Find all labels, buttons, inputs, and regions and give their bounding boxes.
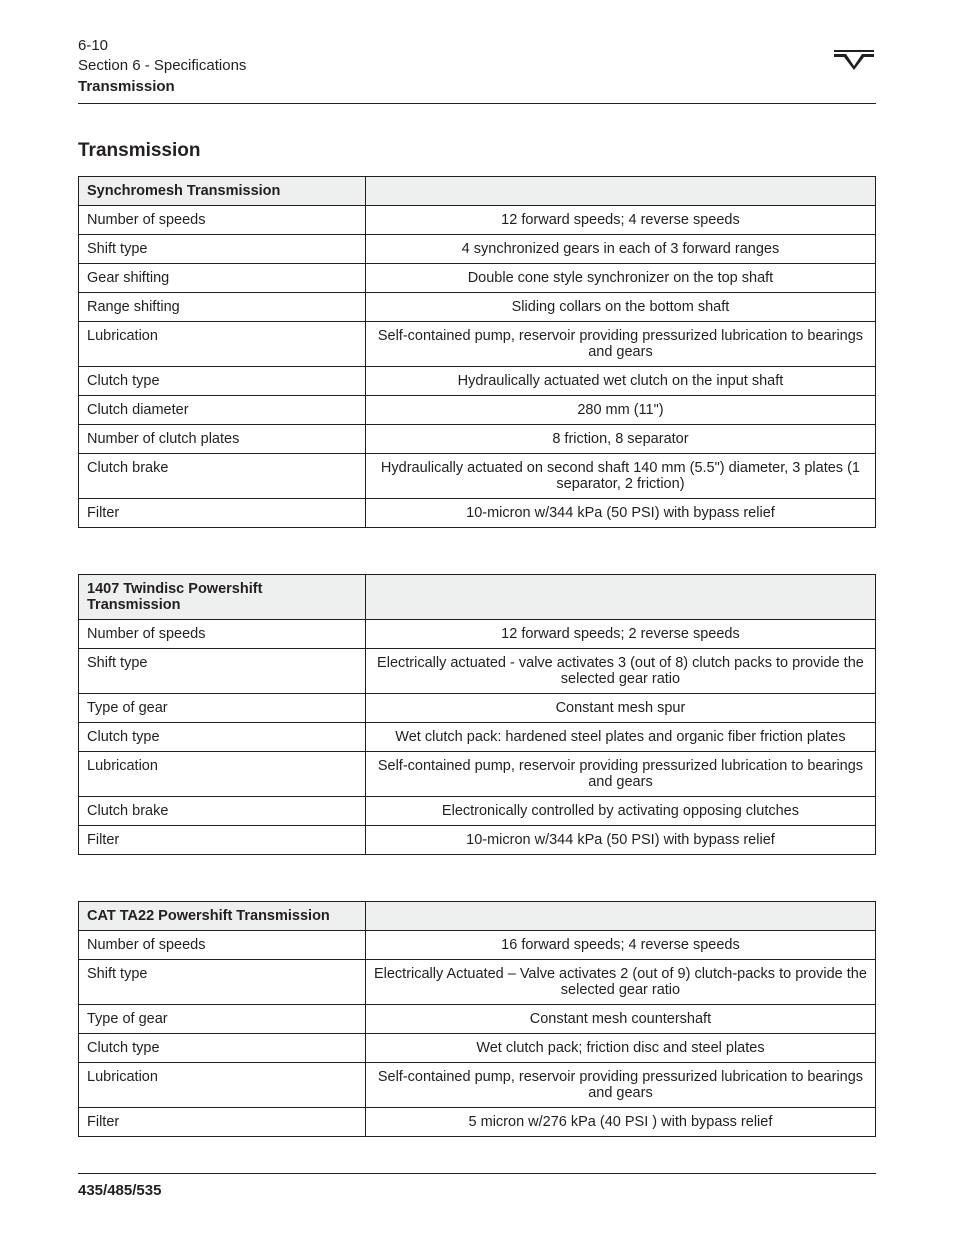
table-row: Type of gearConstant mesh countershaft: [79, 1004, 876, 1033]
table-title-blank: [365, 176, 875, 205]
table-row: LubricationSelf-contained pump, reservoi…: [79, 751, 876, 796]
spec-label: Range shifting: [79, 292, 366, 321]
spec-label: Lubrication: [79, 1062, 366, 1107]
table-row: Clutch brakeElectronically controlled by…: [79, 796, 876, 825]
table-row: LubricationSelf-contained pump, reservoi…: [79, 1062, 876, 1107]
spec-value: Wet clutch pack: hardened steel plates a…: [365, 722, 875, 751]
table-row: Clutch brakeHydraulically actuated on se…: [79, 453, 876, 498]
spec-value: 12 forward speeds; 4 reverse speeds: [365, 205, 875, 234]
table-row: LubricationSelf-contained pump, reservoi…: [79, 321, 876, 366]
section-title: Transmission: [78, 140, 876, 162]
table-row: Shift type4 synchronized gears in each o…: [79, 234, 876, 263]
spec-value: 10-micron w/344 kPa (50 PSI) with bypass…: [365, 825, 875, 854]
spec-label: Number of speeds: [79, 930, 366, 959]
header-page-number: 6-10: [78, 36, 246, 56]
spec-value: Sliding collars on the bottom shaft: [365, 292, 875, 321]
spec-table: CAT TA22 Powershift TransmissionNumber o…: [78, 901, 876, 1137]
table-row: Number of speeds12 forward speeds; 2 rev…: [79, 619, 876, 648]
spec-label: Filter: [79, 825, 366, 854]
page-header: 6-10 Section 6 - Specifications Transmis…: [78, 36, 876, 104]
spec-value: Self-contained pump, reservoir providing…: [365, 321, 875, 366]
spec-label: Shift type: [79, 234, 366, 263]
spec-label: Number of clutch plates: [79, 424, 366, 453]
spec-value: Self-contained pump, reservoir providing…: [365, 751, 875, 796]
header-topic: Transmission: [78, 77, 246, 97]
table-row: Shift typeElectrically actuated - valve …: [79, 648, 876, 693]
table-title-blank: [365, 901, 875, 930]
spec-label: Clutch brake: [79, 453, 366, 498]
spec-value: 4 synchronized gears in each of 3 forwar…: [365, 234, 875, 263]
spec-label: Clutch type: [79, 366, 366, 395]
spec-value: Double cone style synchronizer on the to…: [365, 263, 875, 292]
table-row: Number of speeds12 forward speeds; 4 rev…: [79, 205, 876, 234]
spec-label: Gear shifting: [79, 263, 366, 292]
spec-label: Lubrication: [79, 751, 366, 796]
spec-value: Hydraulically actuated wet clutch on the…: [365, 366, 875, 395]
brand-logo-icon: [832, 48, 876, 72]
spec-value: Wet clutch pack; friction disc and steel…: [365, 1033, 875, 1062]
table-title-cell: 1407 Twindisc Powershift Transmission: [79, 574, 366, 619]
spec-label: Filter: [79, 498, 366, 527]
table-row: Clutch typeWet clutch pack: hardened ste…: [79, 722, 876, 751]
table-row: Filter10-micron w/344 kPa (50 PSI) with …: [79, 498, 876, 527]
table-row: Range shiftingSliding collars on the bot…: [79, 292, 876, 321]
spec-label: Number of speeds: [79, 619, 366, 648]
table-row: Filter5 micron w/276 kPa (40 PSI ) with …: [79, 1107, 876, 1136]
table-title-blank: [365, 574, 875, 619]
spec-label: Clutch diameter: [79, 395, 366, 424]
spec-value: Constant mesh spur: [365, 693, 875, 722]
table-row: Filter10-micron w/344 kPa (50 PSI) with …: [79, 825, 876, 854]
footer-models: 435/485/535: [78, 1182, 161, 1199]
spec-label: Clutch type: [79, 1033, 366, 1062]
spec-label: Clutch brake: [79, 796, 366, 825]
table-row: Shift typeElectrically Actuated – Valve …: [79, 959, 876, 1004]
table-row: Number of speeds16 forward speeds; 4 rev…: [79, 930, 876, 959]
spec-label: Shift type: [79, 648, 366, 693]
spec-value: 16 forward speeds; 4 reverse speeds: [365, 930, 875, 959]
spec-label: Number of speeds: [79, 205, 366, 234]
spec-value: Electrically Actuated – Valve activates …: [365, 959, 875, 1004]
spec-value: Constant mesh countershaft: [365, 1004, 875, 1033]
spec-value: 10-micron w/344 kPa (50 PSI) with bypass…: [365, 498, 875, 527]
table-row: Type of gearConstant mesh spur: [79, 693, 876, 722]
spec-value: Self-contained pump, reservoir providing…: [365, 1062, 875, 1107]
spec-value: 280 mm (11"): [365, 395, 875, 424]
spec-value: 8 friction, 8 separator: [365, 424, 875, 453]
spec-value: Hydraulically actuated on second shaft 1…: [365, 453, 875, 498]
table-row: Clutch typeWet clutch pack; friction dis…: [79, 1033, 876, 1062]
spec-label: Filter: [79, 1107, 366, 1136]
spec-table: Synchromesh TransmissionNumber of speeds…: [78, 176, 876, 528]
header-section-line: Section 6 - Specifications: [78, 56, 246, 76]
spec-value: 5 micron w/276 kPa (40 PSI ) with bypass…: [365, 1107, 875, 1136]
spec-table: 1407 Twindisc Powershift TransmissionNum…: [78, 574, 876, 855]
table-row: Gear shiftingDouble cone style synchroni…: [79, 263, 876, 292]
table-title-cell: CAT TA22 Powershift Transmission: [79, 901, 366, 930]
spec-label: Clutch type: [79, 722, 366, 751]
page: 6-10 Section 6 - Specifications Transmis…: [0, 0, 954, 1235]
spec-value: Electronically controlled by activating …: [365, 796, 875, 825]
spec-label: Lubrication: [79, 321, 366, 366]
spec-label: Type of gear: [79, 693, 366, 722]
spec-label: Shift type: [79, 959, 366, 1004]
tables-container: Synchromesh TransmissionNumber of speeds…: [78, 176, 876, 1137]
table-title-cell: Synchromesh Transmission: [79, 176, 366, 205]
table-row: Clutch diameter280 mm (11"): [79, 395, 876, 424]
table-row: Number of clutch plates8 friction, 8 sep…: [79, 424, 876, 453]
header-text-block: 6-10 Section 6 - Specifications Transmis…: [78, 36, 246, 97]
spec-value: 12 forward speeds; 2 reverse speeds: [365, 619, 875, 648]
table-row: Clutch typeHydraulically actuated wet cl…: [79, 366, 876, 395]
page-footer: 435/485/535: [78, 1173, 876, 1199]
spec-label: Type of gear: [79, 1004, 366, 1033]
spec-value: Electrically actuated - valve activates …: [365, 648, 875, 693]
